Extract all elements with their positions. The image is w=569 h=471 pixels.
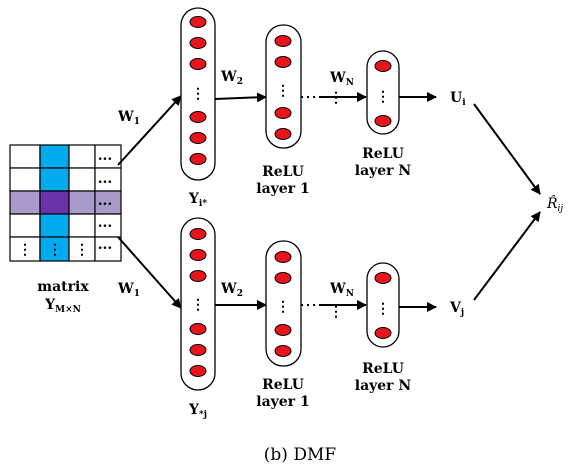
neuron-node [274,107,292,119]
neuron-node [189,153,207,165]
bottom-reluN-label-2: layer N [355,378,412,394]
top-relu1-layer [265,24,302,149]
top-w2-arrow [214,92,267,103]
neuron-node [189,228,207,240]
matrix-cell [39,236,70,262]
figure-caption: (b) DMF [264,445,337,465]
matrix-grid [9,144,122,262]
matrix-cell [39,144,70,169]
matrix-cell [68,144,96,169]
matrix-cell [9,236,41,262]
bottom-reluN-nodes [374,272,392,339]
matrix-vdots-1: ⋮ [18,242,32,258]
matrix-cell [68,167,96,192]
neuron-node [189,37,207,49]
top-to-result-arrow [473,103,541,195]
neuron-node [189,58,207,70]
bottom-output-label: Vj [449,300,464,318]
neuron-node [274,128,292,140]
top-input-layer [180,7,216,181]
top-relu1-vdots: ⋮ [276,83,290,99]
bottom-relu1-vdots: ⋮ [276,299,290,315]
matrix-cell [39,190,70,215]
top-reluN-layer [366,50,400,135]
bottom-reluN-label-1: ReLU [362,361,404,377]
result-label: R̂ij [546,194,563,214]
top-reluN-label-1: ReLU [362,146,404,162]
bottom-input-nodes [189,228,207,377]
matrix-cell [9,213,41,238]
bottom-relu1-layer [265,240,302,367]
neuron-node [189,365,207,377]
neuron-node [374,327,392,339]
neuron-node [274,35,292,47]
top-reluN-nodes [374,60,392,127]
matrix-ellipsis-3: ... [98,193,113,209]
matrix-cell [9,167,41,192]
top-relu1-label-1: ReLU [262,164,304,180]
bottom-w1-label: W1 [117,281,140,299]
bottom-reluN-vdots: ⋮ [376,301,390,317]
matrix-ellipsis-1: ... [98,148,113,164]
matrix-cell [39,167,70,192]
matrix-ellipsis-5: ... [98,237,113,253]
matrix-label: matrix [37,279,89,295]
matrix-cell [68,213,96,238]
matrix-ellipsis-2: ... [98,171,113,187]
top-wn-label: WN [329,70,354,88]
matrix-cell [9,144,41,169]
neuron-node [274,272,292,284]
matrix-cell [68,190,96,215]
bottom-relu1-label-1: ReLU [262,377,304,393]
neuron-node [274,324,292,336]
matrix-ellipsis-4: ... [98,215,113,231]
matrix-vdots-3: ⋮ [75,242,89,258]
top-output-label: Ui [450,90,466,108]
bottom-reluN-layer [366,262,400,348]
top-w2-label: W2 [220,69,243,87]
matrix-vdots-2: ⋮ [48,242,62,258]
bottom-relu1-nodes [274,251,292,357]
neuron-node [189,111,207,123]
bottom-wn-label: WN [329,281,354,299]
top-reluN-label-2: layer N [355,163,412,179]
neuron-node [189,16,207,28]
neuron-node [189,323,207,335]
bottom-to-result-arrow [473,211,541,301]
bottom-wn-vdots: ⋮ [329,304,343,320]
top-relu1-label-2: layer 1 [256,181,309,197]
matrix-cell [94,236,122,262]
neuron-node [189,344,207,356]
matrix-cell [39,213,70,238]
neuron-node [374,272,392,284]
neuron-node [189,249,207,261]
neuron-node [374,60,392,72]
bottom-input-label: Y*j [188,402,207,420]
bottom-relu1-label-2: layer 1 [256,394,309,410]
top-wn-vdots: ⋮ [329,90,343,106]
bottom-w1-arrow [117,236,182,309]
neuron-node [189,132,207,144]
top-relu1-nodes [274,35,292,140]
matrix-cell [9,190,41,215]
matrix-size-label: YM×N [44,297,81,315]
neuron-node [374,115,392,127]
top-input-vdots: ⋮ [191,86,205,102]
top-reluN-vdots: ⋮ [376,89,390,105]
neuron-node [189,270,207,282]
top-w1-label: W1 [117,109,140,127]
top-w1-arrow [117,95,182,166]
bottom-w2-label: W2 [220,281,243,299]
bottom-input-vdots: ⋮ [191,297,205,313]
neuron-node [274,56,292,68]
neuron-node [274,345,292,357]
top-input-nodes [189,16,207,165]
top-input-label: Yi* [188,191,207,209]
neuron-node [274,251,292,263]
